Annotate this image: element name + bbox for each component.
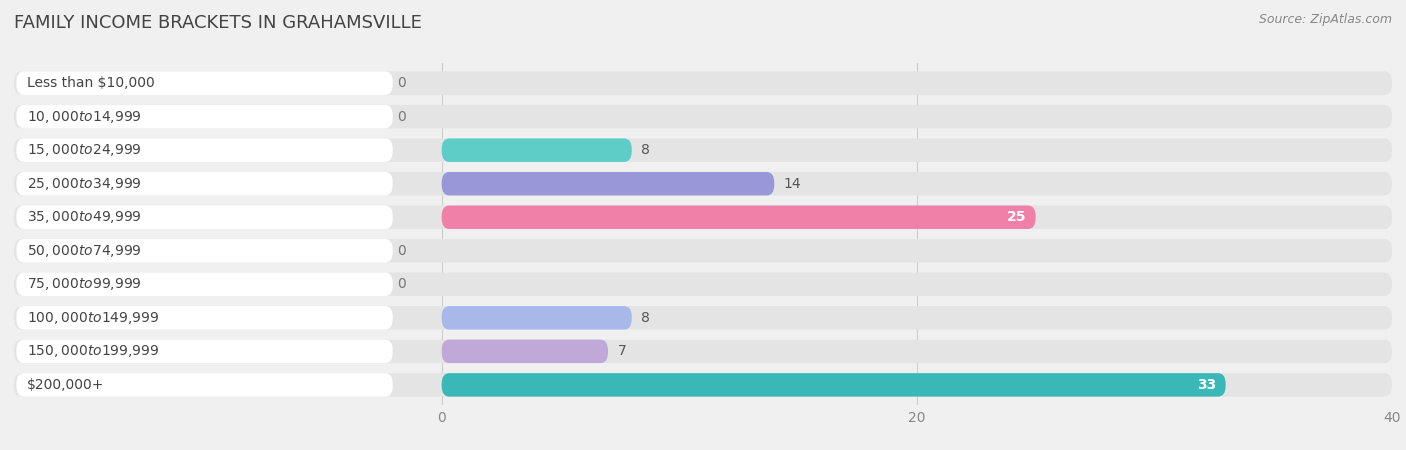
FancyBboxPatch shape: [14, 206, 1392, 229]
FancyBboxPatch shape: [14, 239, 1392, 262]
FancyBboxPatch shape: [441, 206, 1036, 229]
FancyBboxPatch shape: [441, 340, 607, 363]
FancyBboxPatch shape: [441, 139, 631, 162]
FancyBboxPatch shape: [14, 139, 1392, 162]
FancyBboxPatch shape: [441, 306, 631, 329]
FancyBboxPatch shape: [14, 340, 1392, 363]
FancyBboxPatch shape: [14, 72, 1392, 95]
Text: $100,000 to $149,999: $100,000 to $149,999: [27, 310, 159, 326]
Text: $15,000 to $24,999: $15,000 to $24,999: [27, 142, 142, 158]
FancyBboxPatch shape: [14, 172, 1392, 195]
Text: $50,000 to $74,999: $50,000 to $74,999: [27, 243, 142, 259]
Text: 8: 8: [641, 311, 650, 325]
Text: 0: 0: [398, 244, 406, 258]
FancyBboxPatch shape: [14, 373, 1392, 396]
Text: 7: 7: [617, 344, 626, 358]
Text: Less than $10,000: Less than $10,000: [27, 76, 155, 90]
FancyBboxPatch shape: [17, 172, 392, 195]
FancyBboxPatch shape: [17, 373, 392, 396]
FancyBboxPatch shape: [17, 239, 392, 262]
FancyBboxPatch shape: [17, 72, 392, 95]
FancyBboxPatch shape: [17, 306, 392, 329]
FancyBboxPatch shape: [441, 172, 775, 195]
Text: $200,000+: $200,000+: [27, 378, 104, 392]
Text: 0: 0: [398, 277, 406, 291]
Text: $75,000 to $99,999: $75,000 to $99,999: [27, 276, 142, 292]
FancyBboxPatch shape: [17, 105, 392, 128]
Text: $150,000 to $199,999: $150,000 to $199,999: [27, 343, 159, 360]
Text: $35,000 to $49,999: $35,000 to $49,999: [27, 209, 142, 225]
Text: 14: 14: [783, 177, 801, 191]
FancyBboxPatch shape: [14, 306, 1392, 329]
FancyBboxPatch shape: [17, 139, 392, 162]
Text: FAMILY INCOME BRACKETS IN GRAHAMSVILLE: FAMILY INCOME BRACKETS IN GRAHAMSVILLE: [14, 14, 422, 32]
Text: 8: 8: [641, 143, 650, 157]
Text: 25: 25: [1007, 210, 1026, 224]
FancyBboxPatch shape: [17, 340, 392, 363]
Text: $25,000 to $34,999: $25,000 to $34,999: [27, 176, 142, 192]
Text: 33: 33: [1197, 378, 1216, 392]
FancyBboxPatch shape: [441, 373, 1226, 396]
Text: $10,000 to $14,999: $10,000 to $14,999: [27, 108, 142, 125]
FancyBboxPatch shape: [17, 206, 392, 229]
Text: Source: ZipAtlas.com: Source: ZipAtlas.com: [1258, 14, 1392, 27]
Text: 0: 0: [398, 110, 406, 124]
FancyBboxPatch shape: [14, 105, 1392, 128]
Text: 0: 0: [398, 76, 406, 90]
FancyBboxPatch shape: [17, 273, 392, 296]
FancyBboxPatch shape: [14, 273, 1392, 296]
